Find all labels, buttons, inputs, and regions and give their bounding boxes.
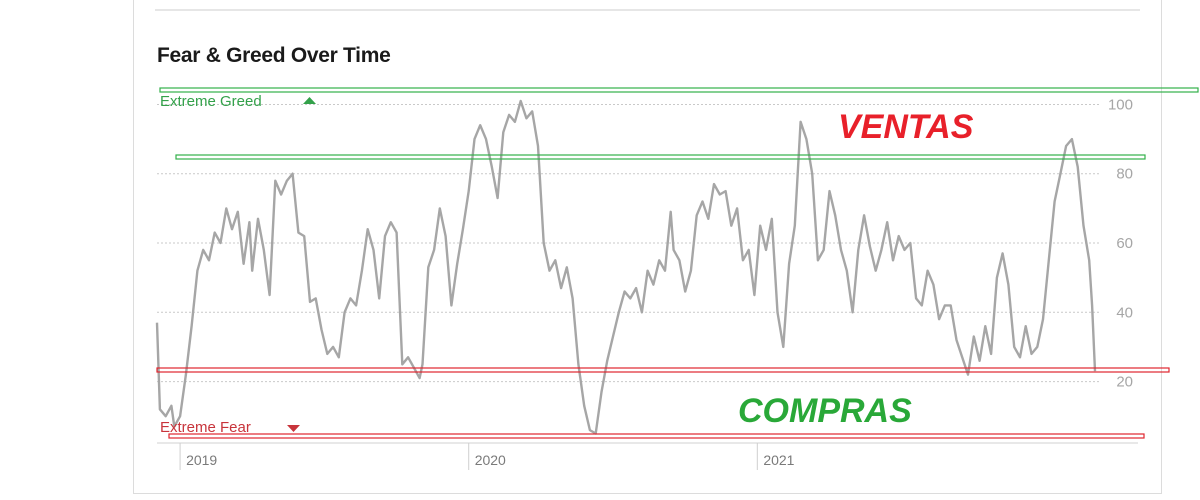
fear-band-bottom (168, 433, 1145, 439)
grid-lines (157, 103, 1138, 444)
y-tick-label-60: 60 (1116, 235, 1133, 252)
y-tick-label-80: 80 (1116, 166, 1133, 183)
triangle-down-icon (287, 425, 300, 432)
top-divider (155, 9, 1140, 11)
extreme-greed-label: Extreme Greed (160, 93, 262, 110)
series-line-0 (155, 99, 1097, 435)
threshold-bands (156, 87, 1199, 439)
x-tick-label-2020: 2020 (475, 452, 506, 468)
series-line (155, 99, 1097, 435)
y-tick-label-20: 20 (1116, 374, 1133, 391)
ventas-annotation: VENTAS (838, 108, 974, 146)
y-tick-label-40: 40 (1116, 304, 1133, 321)
fear-band-threshold (156, 367, 1170, 373)
x-axis-ticks: 2019 2020 2021 (179, 443, 795, 470)
x-tick-label-2021: 2021 (763, 452, 794, 468)
x-tick-label-2019: 2019 (186, 452, 217, 468)
chart-title: Fear & Greed Over Time (157, 44, 391, 67)
y-tick-label-100: 100 (1108, 96, 1133, 113)
triangle-up-icon (303, 97, 316, 104)
y-axis-ticks: 20 40 60 80 100 (1108, 96, 1133, 390)
compras-annotation: COMPRAS (738, 392, 912, 430)
greed-band-threshold (175, 154, 1146, 160)
greed-band-top (159, 87, 1199, 93)
extreme-fear-label: Extreme Fear (160, 419, 251, 436)
